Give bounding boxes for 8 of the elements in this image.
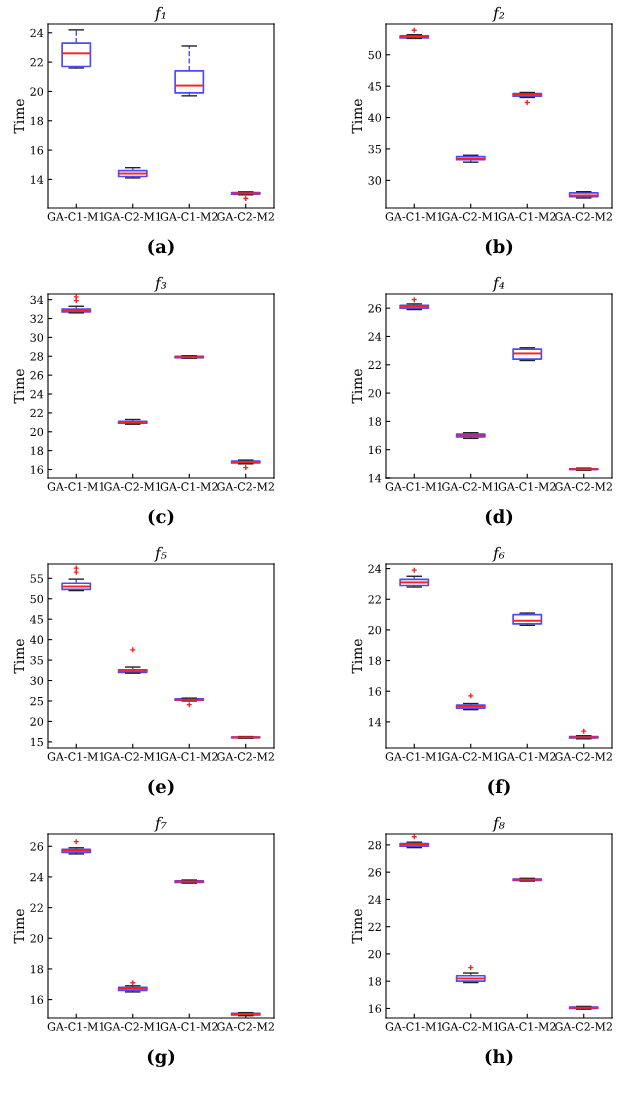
text: (e) — [148, 779, 174, 796]
text: (b) — [485, 239, 513, 256]
text: (g) — [147, 1049, 175, 1068]
text: (f) — [488, 779, 510, 796]
text: (d) — [485, 509, 513, 526]
text: (c) — [148, 509, 174, 526]
text: (h) — [485, 1049, 513, 1066]
text: (a) — [148, 239, 174, 256]
